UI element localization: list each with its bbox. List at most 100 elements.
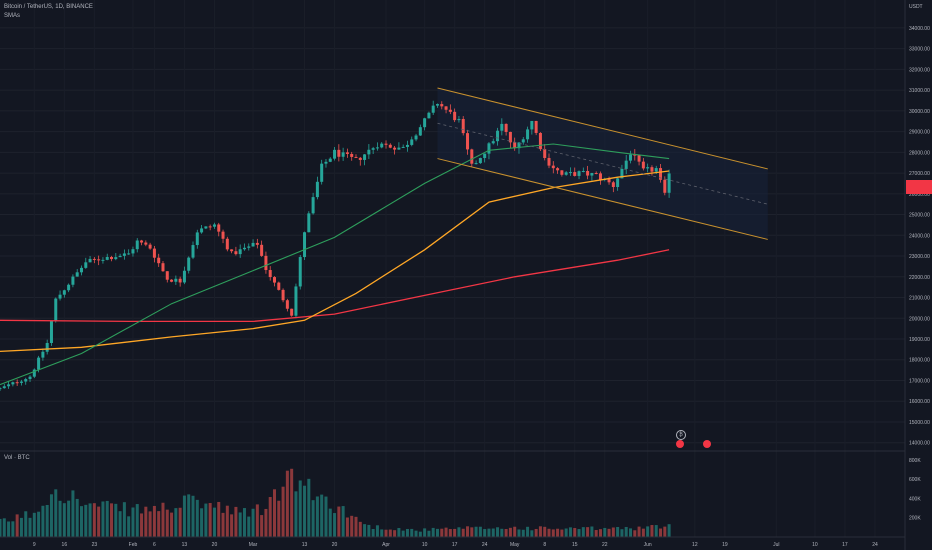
candle-body xyxy=(457,118,461,121)
event-marker-icon[interactable] xyxy=(676,440,684,448)
price-tick-label: 15000.00 xyxy=(909,420,930,426)
candle-body xyxy=(294,286,298,316)
candle-body xyxy=(101,259,105,261)
candle-body xyxy=(285,300,289,309)
volume-bar xyxy=(140,513,144,537)
volume-bar xyxy=(273,489,277,537)
bitcoin-event-icon[interactable]: ₿ xyxy=(676,430,686,440)
candle-body xyxy=(131,249,135,254)
candle-body xyxy=(264,255,268,271)
candle-body xyxy=(79,267,83,273)
volume-bar xyxy=(367,524,371,537)
volume-bar xyxy=(230,514,234,537)
time-tick-label: 16 xyxy=(62,542,68,548)
volume-bar xyxy=(650,525,654,537)
candles xyxy=(0,100,671,391)
candle-body xyxy=(110,257,114,260)
candle-body xyxy=(311,197,315,214)
volume-bar xyxy=(633,530,637,537)
indicator-label[interactable]: SMAs xyxy=(4,13,21,19)
volume-bar xyxy=(375,525,379,537)
volume-bar xyxy=(616,526,620,537)
volume-bar xyxy=(358,521,362,537)
volume-bar xyxy=(624,526,628,537)
candle-body xyxy=(290,308,294,316)
candle-body xyxy=(341,152,345,157)
volume-bar xyxy=(556,528,560,537)
volume-tick-label: 600K xyxy=(909,477,921,483)
candle-body xyxy=(19,381,23,383)
price-axis: 14000.00 15000.00 16000.00 17000.00 18000.00… xyxy=(909,4,930,447)
candle-body xyxy=(2,386,6,389)
time-tick-label: 9 xyxy=(33,542,36,548)
volume-bar xyxy=(333,513,337,537)
time-tick-label: 17 xyxy=(452,542,458,548)
candle-body xyxy=(105,257,109,260)
candle-body xyxy=(564,172,568,175)
volume-bar xyxy=(341,506,345,537)
time-tick-label: 6 xyxy=(153,542,156,548)
volume-tick-label: 200K xyxy=(909,516,921,522)
candle-body xyxy=(37,357,41,370)
candle-body xyxy=(32,369,36,377)
volume-bar xyxy=(62,503,66,537)
candle-body xyxy=(148,244,152,249)
volume-bar xyxy=(581,527,585,537)
volume-bar xyxy=(260,515,264,537)
volume-bar xyxy=(530,530,534,537)
volume-bar xyxy=(0,518,2,537)
candle-body xyxy=(71,276,75,285)
candle-body xyxy=(118,255,122,258)
candle-body xyxy=(225,238,229,250)
volume-bar xyxy=(431,527,435,537)
volume-bar xyxy=(24,511,28,537)
volume-bar xyxy=(144,506,148,537)
candle-body xyxy=(474,163,478,165)
volume-bar xyxy=(242,508,246,537)
volume-bar xyxy=(405,528,409,537)
candle-body xyxy=(504,123,508,132)
volume-bar xyxy=(191,495,195,537)
candle-body xyxy=(135,240,139,250)
volume-bar xyxy=(174,508,178,537)
volume-bar xyxy=(32,512,36,537)
volume-bar xyxy=(58,500,62,537)
volume-bar xyxy=(354,516,358,537)
sma-long-line xyxy=(0,249,670,323)
volume-bar xyxy=(637,526,641,537)
volume-bar xyxy=(496,527,500,537)
candle-body xyxy=(586,170,590,176)
candle-body xyxy=(298,257,302,287)
price-tick-label: 18000.00 xyxy=(909,358,930,364)
candle-body xyxy=(358,157,362,160)
price-tick-label: 22000.00 xyxy=(909,275,930,281)
volume-bar xyxy=(225,505,229,537)
sma-short-line xyxy=(0,143,670,386)
volume-bar xyxy=(75,498,79,537)
channel-lower-line xyxy=(437,158,768,240)
volume-label[interactable]: Vol · BTC xyxy=(4,455,30,461)
volume-bar xyxy=(453,528,457,537)
volume-bar xyxy=(547,528,551,537)
volume-bar xyxy=(457,527,461,537)
time-tick-label: 15 xyxy=(572,542,578,548)
event-marker-icon[interactable] xyxy=(703,440,711,448)
volume-bar xyxy=(37,511,41,537)
volume-bar xyxy=(646,526,650,537)
candle-body xyxy=(152,248,156,258)
candle-body xyxy=(268,270,272,278)
time-tick-label: Jun xyxy=(644,542,652,548)
volume-bar xyxy=(603,527,607,537)
volume-bar xyxy=(11,521,15,537)
candle-body xyxy=(534,120,538,133)
candle-body xyxy=(435,104,439,106)
volume-bar xyxy=(148,511,152,537)
volume-bar xyxy=(315,496,319,537)
price-tick-label: 14000.00 xyxy=(909,441,930,447)
price-tick-label: 17000.00 xyxy=(909,378,930,384)
candle-body xyxy=(375,147,379,149)
candle-body xyxy=(405,144,409,147)
time-tick-label: 13 xyxy=(182,542,188,548)
candle-body xyxy=(444,106,448,110)
